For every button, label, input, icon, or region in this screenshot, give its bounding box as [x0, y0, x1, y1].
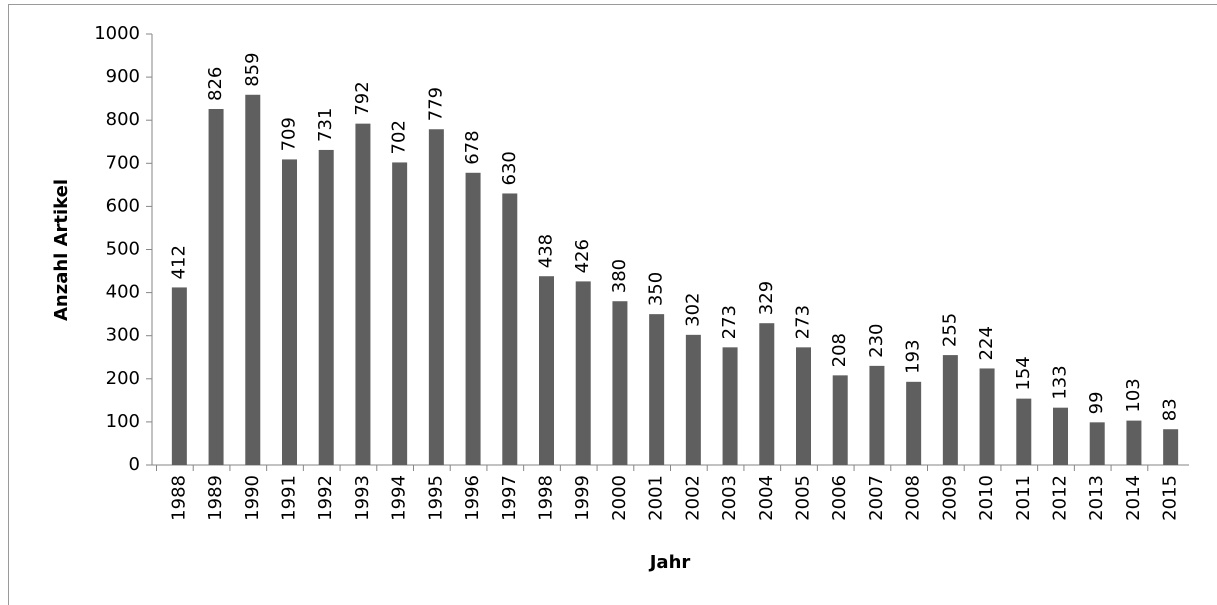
bar — [649, 314, 665, 465]
bar — [796, 347, 811, 465]
bar — [685, 334, 701, 465]
data-label: 83 — [1160, 398, 1181, 421]
data-label: 224 — [976, 326, 997, 360]
x-tick-label: 2013 — [1086, 475, 1107, 521]
x-tick-label: 1994 — [389, 475, 410, 521]
data-label: 438 — [536, 234, 557, 268]
data-label: 859 — [242, 52, 263, 86]
x-tick-label: 2000 — [609, 475, 630, 521]
x-tick-label: 2004 — [756, 475, 777, 521]
bar — [1053, 407, 1068, 465]
y-tick-label: 0 — [129, 454, 140, 475]
data-label: 99 — [1086, 391, 1107, 414]
data-label: 731 — [315, 108, 336, 142]
x-tick-label: 1998 — [536, 475, 557, 521]
data-label: 154 — [1013, 356, 1034, 390]
bar — [869, 365, 885, 465]
data-label: 273 — [793, 305, 814, 339]
bar — [539, 276, 554, 465]
data-label: 273 — [719, 305, 740, 339]
y-tick-label: 400 — [106, 282, 140, 303]
y-tick-label: 900 — [106, 66, 140, 87]
x-tick-label: 1995 — [425, 475, 446, 521]
bar — [355, 123, 371, 465]
bar — [1089, 422, 1105, 465]
bar — [282, 159, 297, 465]
data-label: 678 — [462, 130, 483, 164]
bar — [906, 381, 922, 465]
x-tick-label: 1989 — [205, 475, 226, 521]
data-label: 230 — [866, 324, 887, 358]
bar — [759, 323, 775, 465]
data-label: 350 — [646, 272, 667, 306]
y-tick-label: 100 — [106, 411, 140, 432]
bar — [612, 301, 628, 465]
x-tick-label: 2005 — [793, 475, 814, 521]
x-tick-label: 2002 — [682, 475, 703, 521]
bar — [979, 368, 995, 465]
data-label: 255 — [939, 313, 960, 347]
x-tick-label: 2012 — [1050, 475, 1071, 521]
data-label: 792 — [352, 81, 373, 115]
bar — [575, 281, 591, 465]
x-tick-label: 2008 — [903, 475, 924, 521]
y-tick-label: 800 — [106, 109, 140, 130]
data-label: 630 — [499, 151, 520, 185]
x-tick-label: 2006 — [829, 475, 850, 521]
x-tick-label: 2009 — [939, 475, 960, 521]
x-tick-label: 1996 — [462, 475, 483, 521]
bar — [1163, 429, 1179, 465]
bar — [722, 347, 738, 465]
x-tick-label: 2011 — [1013, 475, 1034, 521]
x-tick-label: 1988 — [168, 475, 189, 521]
x-axis-title: Jahr — [648, 552, 691, 573]
data-label: 208 — [829, 333, 850, 367]
data-label: 193 — [903, 339, 924, 373]
bar — [428, 129, 444, 465]
bar — [318, 149, 334, 465]
data-label: 380 — [609, 259, 630, 293]
data-label: 329 — [756, 281, 777, 315]
bar — [392, 162, 408, 466]
bar — [502, 193, 518, 465]
chart-frame — [8, 4, 1217, 605]
bar — [1126, 420, 1142, 465]
x-tick-label: 1990 — [242, 475, 263, 521]
y-tick-label: 200 — [106, 368, 140, 389]
y-tick-label: 600 — [106, 195, 140, 216]
data-label: 302 — [682, 292, 703, 326]
bar — [832, 375, 848, 465]
data-label: 426 — [572, 239, 593, 273]
bar — [208, 108, 224, 465]
bar — [171, 287, 187, 465]
y-axis-title: Anzahl Artikel — [51, 179, 72, 321]
x-tick-label: 2001 — [646, 475, 667, 521]
bar — [245, 94, 261, 466]
bar — [1016, 398, 1032, 465]
bar — [942, 355, 958, 465]
x-tick-label: 1993 — [352, 475, 373, 521]
y-tick-label: 700 — [106, 152, 140, 173]
data-label: 412 — [168, 245, 189, 279]
y-tick-label: 500 — [106, 239, 140, 260]
x-tick-label: 1992 — [315, 475, 336, 521]
data-label: 779 — [425, 87, 446, 121]
x-tick-label: 2014 — [1123, 475, 1144, 521]
y-tick-label: 1000 — [94, 23, 140, 44]
bar — [465, 172, 481, 466]
y-tick-label: 300 — [106, 325, 140, 346]
data-label: 709 — [279, 117, 300, 151]
x-tick-label: 2007 — [866, 475, 887, 521]
data-label: 702 — [389, 120, 410, 154]
x-tick-label: 1991 — [279, 475, 300, 521]
data-label: 133 — [1050, 365, 1071, 399]
data-label: 103 — [1123, 378, 1144, 412]
x-tick-label: 2010 — [976, 475, 997, 521]
x-tick-label: 2003 — [719, 475, 740, 521]
data-label: 826 — [205, 67, 226, 101]
x-tick-label: 1997 — [499, 475, 520, 521]
x-tick-label: 2015 — [1160, 475, 1181, 521]
x-tick-label: 1999 — [572, 475, 593, 521]
